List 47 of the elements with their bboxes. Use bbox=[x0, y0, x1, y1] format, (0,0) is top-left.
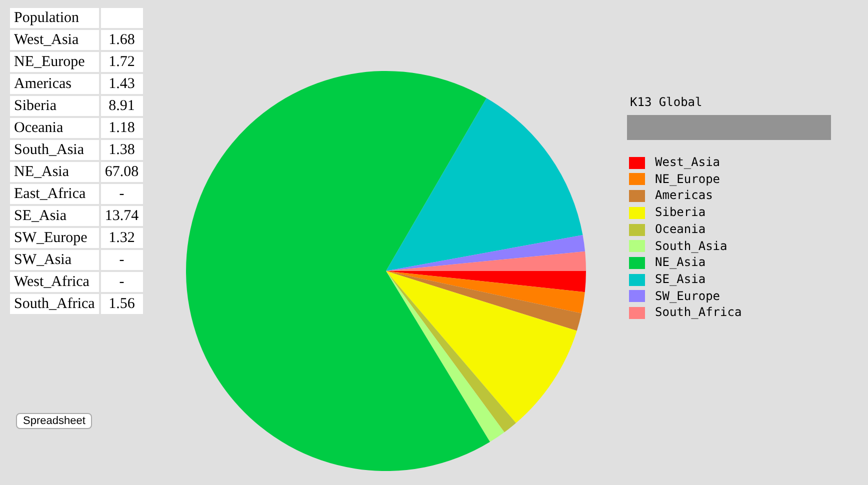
legend-label: Americas bbox=[655, 188, 713, 202]
legend-label: SW_Europe bbox=[655, 288, 720, 303]
category-label: Americas bbox=[10, 74, 99, 94]
text: - bbox=[119, 274, 124, 290]
legend-label: NE_Europe bbox=[655, 172, 720, 186]
text: - bbox=[119, 186, 124, 202]
legend-label: South_Asia bbox=[655, 238, 728, 253]
legend-label: SE_Asia bbox=[655, 272, 706, 286]
text: 1.72 bbox=[108, 54, 135, 70]
text: 1.68 bbox=[108, 32, 135, 48]
text: - bbox=[119, 252, 124, 268]
pie-slice bbox=[186, 71, 490, 471]
category-label: NE_Europe bbox=[10, 52, 99, 72]
category-label: SE_Asia bbox=[10, 206, 99, 226]
text: 1.56 bbox=[108, 296, 135, 312]
category-label: South_Africa bbox=[10, 294, 99, 314]
legend-label: West_Asia bbox=[655, 155, 720, 169]
legend-label: Oceania bbox=[655, 222, 706, 236]
category-label: West_Asia bbox=[10, 30, 99, 50]
text: 1.18 bbox=[108, 120, 135, 136]
category-label: Oceania bbox=[10, 118, 99, 138]
text: 1.38 bbox=[108, 142, 135, 158]
text: Population bbox=[10, 8, 99, 28]
pie-slice bbox=[386, 235, 586, 271]
pie-slice bbox=[386, 271, 582, 331]
category-label: East_Africa bbox=[10, 184, 99, 204]
text: 67.08 bbox=[104, 164, 139, 180]
pie-slice bbox=[386, 271, 577, 423]
category-label: West_Africa bbox=[10, 272, 99, 292]
pie-slice bbox=[386, 251, 586, 271]
pie-slice bbox=[386, 271, 586, 292]
category-label: South_Asia bbox=[10, 140, 99, 160]
category-label: SW_Europe bbox=[10, 228, 99, 248]
spreadsheet-button: Spreadsheet bbox=[16, 413, 92, 429]
legend-label: South_Africa bbox=[655, 305, 742, 320]
legend-label: Siberia bbox=[655, 205, 706, 220]
text: 1.43 bbox=[108, 76, 135, 92]
text: 8.91 bbox=[108, 98, 135, 114]
legend-label: NE_Asia bbox=[655, 255, 706, 270]
pie-slice bbox=[386, 98, 583, 271]
text: K13 Global bbox=[630, 95, 702, 109]
category-label: NE_Asia bbox=[10, 162, 99, 182]
category-label: SW_Asia bbox=[10, 250, 99, 270]
text: 13.74 bbox=[104, 208, 139, 224]
text: 1.32 bbox=[108, 230, 135, 246]
category-label: Siberia bbox=[10, 96, 99, 116]
pie-slice bbox=[386, 271, 585, 314]
